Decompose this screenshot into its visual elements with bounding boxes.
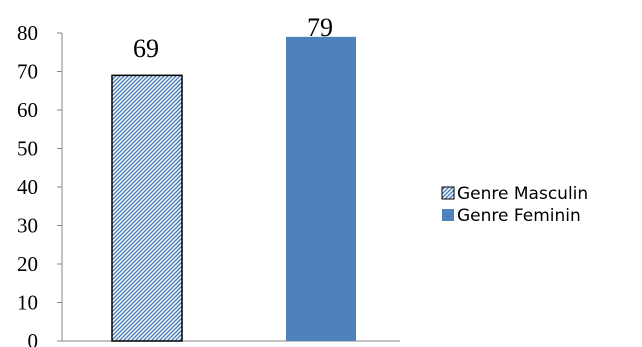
legend-swatch [441, 186, 455, 200]
legend-label: Genre Feminin [457, 206, 581, 226]
y-tick-label: 30 [17, 214, 38, 238]
y-axis: 0 10 20 30 40 50 60 70 80 [17, 21, 400, 347]
y-tick-label: 40 [17, 175, 38, 199]
y-tick-label: 60 [17, 98, 38, 122]
bars [111, 36, 356, 342]
y-tick-label: 20 [17, 252, 38, 276]
data-label: 69 [133, 34, 159, 63]
y-tick-label: 0 [28, 329, 39, 347]
data-label: 79 [307, 13, 333, 42]
bar-genre-masculin [111, 74, 183, 342]
y-tick-label: 70 [17, 60, 38, 84]
data-labels: 69 79 [133, 13, 333, 63]
legend-swatch [442, 209, 454, 221]
y-tick-label: 50 [17, 137, 38, 161]
legend-label: Genre Masculin [457, 184, 588, 204]
y-tick-label: 80 [17, 21, 38, 45]
bar-genre-feminin [286, 36, 356, 341]
y-tick-label: 10 [17, 291, 38, 315]
